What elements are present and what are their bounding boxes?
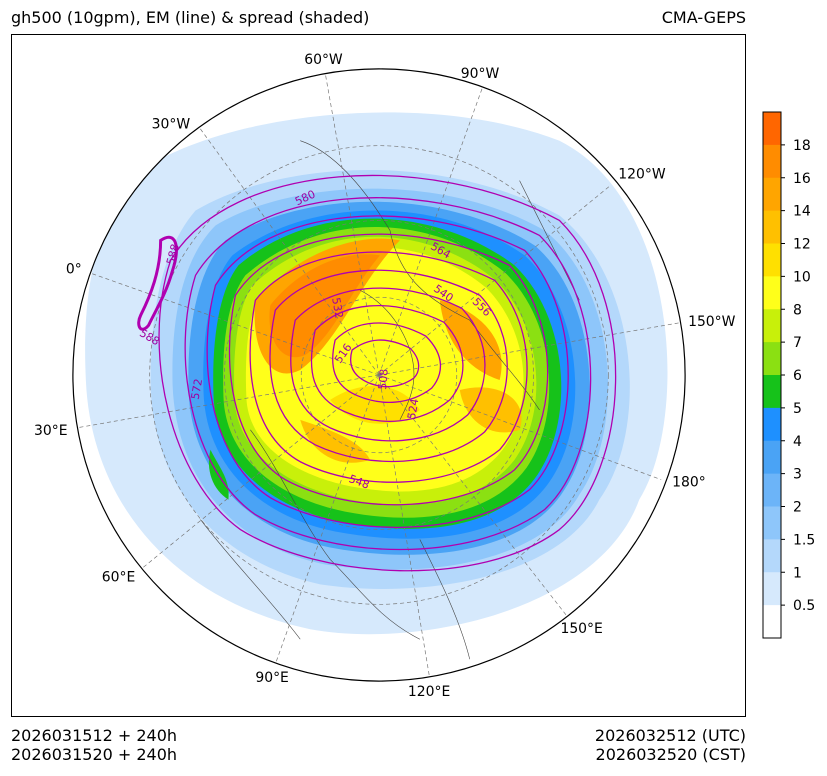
colorbar-swatch <box>763 112 781 146</box>
lon-label: 120°E <box>408 684 450 700</box>
colorbar-tick-label: 10 <box>793 269 811 285</box>
colorbar-tick-label: 12 <box>793 237 811 253</box>
colorbar-swatch <box>763 342 781 376</box>
map-boundary <box>72 68 686 682</box>
colorbar-tick-label: 7 <box>793 335 802 351</box>
spread-shading <box>72 68 686 682</box>
colorbar-tick-label: 2 <box>793 500 802 516</box>
footer-right: 2026032512 (UTC) 2026032520 (CST) <box>595 726 746 764</box>
colorbar-swatch <box>763 506 781 540</box>
lon-label: 150°W <box>688 314 736 330</box>
valid-time-utc: 2026032512 (UTC) <box>594 726 746 745</box>
map-frame: 580 588 588 564 540 556 532 516 508 524 … <box>11 34 746 717</box>
lon-label: 30°E <box>34 423 68 439</box>
height-contours <box>137 174 617 572</box>
colorbar-swatch <box>763 605 781 639</box>
colorbar-swatch <box>763 440 781 475</box>
colorbar-swatch <box>763 539 781 573</box>
colorbar-tick-label: 8 <box>793 302 802 318</box>
lon-label: 90°E <box>255 670 289 686</box>
contour-label: 588 <box>164 243 182 267</box>
init-time-utc: 2026031512 + 240h <box>11 726 178 745</box>
contour-label: 572 <box>189 378 205 401</box>
colorbar-tick-label: 18 <box>793 138 811 154</box>
colorbar-swatch <box>763 309 781 343</box>
contour-label: 524 <box>405 398 421 421</box>
init-time-cst: 2026031520 + 240h <box>11 745 178 764</box>
colorbar-tick-label: 6 <box>793 368 802 384</box>
colorbar-swatch <box>763 243 781 277</box>
polar-map: 580 588 588 564 540 556 532 516 508 524 … <box>34 52 736 700</box>
lon-label: 120°W <box>618 167 666 183</box>
colorbar-swatch <box>763 572 781 606</box>
contour-label: 508 <box>376 368 391 390</box>
colorbar-swatch <box>763 177 781 212</box>
colorbar-swatch <box>763 144 781 179</box>
colorbar-swatch <box>763 276 781 310</box>
map-title: gh500 (10gpm), EM (line) & spread (shade… <box>11 8 370 27</box>
colorbar-tick-label: 5 <box>793 401 802 417</box>
colorbar-swatch <box>763 407 781 442</box>
model-name: CMA-GEPS <box>661 8 746 27</box>
footer-left: 2026031512 + 240h 2026031520 + 240h <box>11 726 177 764</box>
lon-label: 30°W <box>152 117 191 133</box>
contour-label: 532 <box>329 296 345 319</box>
colorbar-tick-label: 1 <box>793 565 802 581</box>
colorbar-tick-label: 16 <box>793 171 811 187</box>
colorbar-swatch <box>763 473 781 507</box>
colorbar-tick-label: 4 <box>793 434 802 450</box>
lon-label: 60°W <box>304 52 343 68</box>
colorbar-tick-label: 1.5 <box>793 532 815 548</box>
lon-label: 60°E <box>102 569 136 585</box>
lon-label: 180° <box>672 475 706 491</box>
valid-time-cst: 2026032520 (CST) <box>595 745 746 764</box>
lon-label: 150°E <box>560 621 602 637</box>
colorbar-tick-label: 0.5 <box>793 598 815 614</box>
lon-label: 0° <box>66 261 82 277</box>
colorbar-swatch <box>763 375 781 409</box>
lon-label: 90°W <box>461 66 500 82</box>
colorbar-tick-label: 3 <box>793 467 802 483</box>
colorbar-swatch <box>763 210 781 244</box>
colorbar-tick-label: 14 <box>793 204 811 220</box>
longitude-labels: 60°W 90°W 30°W 120°W 0° 150°W 30°E 180° … <box>34 52 736 700</box>
